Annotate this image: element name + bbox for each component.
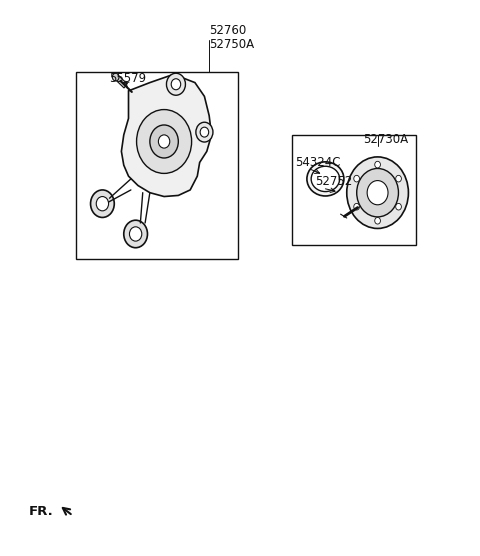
Text: FR.: FR. (29, 505, 54, 518)
Text: 54324C: 54324C (296, 156, 341, 169)
Circle shape (396, 203, 401, 210)
Circle shape (354, 175, 360, 182)
Text: 52752: 52752 (315, 175, 352, 188)
Circle shape (347, 157, 408, 229)
Circle shape (357, 168, 398, 217)
Polygon shape (114, 74, 127, 88)
Circle shape (200, 127, 209, 137)
Text: 52760: 52760 (209, 24, 246, 37)
Circle shape (167, 73, 185, 95)
Circle shape (150, 125, 179, 158)
Circle shape (124, 220, 147, 248)
Ellipse shape (311, 166, 340, 192)
Circle shape (112, 73, 119, 81)
Circle shape (396, 175, 401, 182)
Text: 52750A: 52750A (209, 38, 254, 51)
Polygon shape (121, 75, 212, 196)
Circle shape (158, 135, 170, 148)
Circle shape (137, 110, 192, 173)
Circle shape (354, 203, 360, 210)
Circle shape (375, 217, 381, 224)
Ellipse shape (307, 162, 344, 196)
Circle shape (196, 122, 213, 142)
Circle shape (130, 227, 142, 241)
Circle shape (375, 161, 381, 168)
Text: 52730A: 52730A (363, 133, 408, 146)
Circle shape (96, 196, 108, 211)
Circle shape (91, 190, 114, 217)
Text: 55579: 55579 (109, 72, 147, 85)
Circle shape (367, 181, 388, 205)
Circle shape (171, 79, 180, 90)
